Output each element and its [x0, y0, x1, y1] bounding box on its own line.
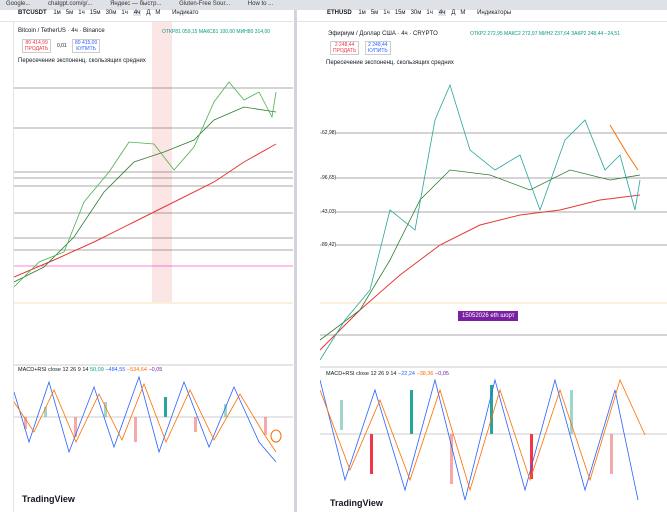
spread: 0,01: [57, 43, 67, 49]
timeframe[interactable]: 1ч: [426, 10, 433, 16]
sell-button[interactable]: 80 414,99 ПРОДАТЬ: [22, 39, 52, 53]
timeframe[interactable]: М: [460, 10, 466, 16]
buy-button[interactable]: 2 248,44 КУПИТЬ: [365, 41, 391, 55]
timeframe[interactable]: Д: [146, 10, 151, 16]
buy-button[interactable]: 80 415,00 КУПИТЬ: [72, 39, 101, 53]
symbol[interactable]: BTCUSDT: [18, 10, 47, 16]
price-label: 89,42): [322, 242, 337, 248]
ema-fast: [14, 106, 277, 283]
price-label: 62,98): [322, 130, 337, 136]
timeframe[interactable]: 15м: [394, 10, 406, 16]
timeframe[interactable]: 4ч: [437, 10, 447, 16]
tab[interactable]: Gluten-Free Sour...: [179, 1, 231, 7]
ema-slow: [14, 143, 277, 278]
right-chart: [320, 83, 667, 501]
timeframe[interactable]: 1м: [358, 10, 366, 16]
ohlc: ОТКР2 272,95 МАКС2 272,97 МИН2 237,64 ЗА…: [470, 31, 620, 37]
price-label: 43,03): [322, 209, 337, 215]
logo: TradingView: [22, 494, 75, 504]
price: [320, 83, 641, 361]
logo: TradingView: [330, 498, 383, 508]
left-chart: [14, 22, 293, 463]
ema-slow: [320, 194, 641, 351]
price-label: 96,65): [322, 175, 337, 181]
legend-title: Bitcoin / TetherUS · 4ч · Binance: [18, 28, 105, 34]
browser-tabs: Google... chatgpt.com/g/... Яндекс — быс…: [0, 0, 667, 10]
timeframes: 1м 5м 1ч 15м 30м 1ч 4ч Д М: [53, 10, 165, 16]
symbol[interactable]: ETHUSD: [327, 10, 352, 16]
horizontal-lines: [14, 87, 293, 267]
macd-legend: MACD+RSI close 12 26 9 14 −22,24 −38,36 …: [326, 371, 449, 377]
timeframe[interactable]: М: [155, 10, 161, 16]
ohlc: ОТКР81 059,15 МАКС81 100,00 МИН80 314,00: [162, 29, 271, 35]
toolbar: ETHUSD 1м 5м 1ч 15м 30м 1ч 4ч Д М Индикаторы: [297, 10, 667, 22]
timeframe[interactable]: 1ч: [383, 10, 390, 16]
divider: [294, 10, 297, 512]
signal-line: [14, 382, 277, 453]
timeframes: 1м 5м 1ч 15м 30м 1ч 4ч Д М: [358, 10, 470, 16]
price: [14, 81, 277, 288]
ema-fast: [320, 169, 641, 341]
drawing-toolbar: [0, 22, 14, 512]
horizontal-lines: [320, 132, 667, 336]
timeframe[interactable]: 1ч: [121, 10, 128, 16]
indicator-name: Пересечение экспоненц. скользящих средни…: [18, 58, 146, 64]
timeframe[interactable]: 4ч: [132, 10, 142, 16]
indicators-button[interactable]: Индикаторы: [477, 10, 512, 16]
indicators-button[interactable]: Индикато: [172, 10, 199, 16]
highlight-band: [152, 22, 172, 302]
macd-legend: MACD+RSI close 12 26 9 14 50,09 −484,55 …: [18, 367, 163, 373]
tab[interactable]: chatgpt.com/g/...: [48, 1, 93, 7]
tab[interactable]: Яндекс — быстр...: [110, 1, 162, 7]
indicator-name: Пересечение экспоненц. скользящих средни…: [326, 60, 454, 66]
signal-line: [320, 378, 646, 492]
sell-button[interactable]: 2 248,44 ПРОДАТЬ: [330, 41, 360, 55]
macd-line: [320, 378, 639, 501]
annotation: 15052026 eth шорт: [458, 311, 519, 321]
timeframe[interactable]: Д: [451, 10, 456, 16]
macd-histogram: [24, 397, 267, 442]
legend-title: Эфириум / Доллар США · 4ч · CRYPTO: [328, 31, 438, 37]
timeframe[interactable]: 5м: [65, 10, 74, 16]
timeframe[interactable]: 15м: [89, 10, 101, 16]
timeframe[interactable]: 30м: [410, 10, 422, 16]
annotation-arrow: [609, 124, 639, 171]
timeframe[interactable]: 5м: [370, 10, 379, 16]
tab[interactable]: Google...: [6, 1, 31, 7]
timeframe[interactable]: 30м: [105, 10, 117, 16]
tab[interactable]: How to ...: [247, 1, 274, 7]
annotation-circle: [270, 429, 282, 443]
timeframe[interactable]: 1м: [53, 10, 61, 16]
toolbar: BTCUSDT 1м 5м 1ч 15м 30м 1ч 4ч Д М Индикато: [0, 10, 293, 22]
macd-histogram: [340, 385, 613, 484]
macd-line: [14, 375, 277, 463]
timeframe[interactable]: 1ч: [78, 10, 85, 16]
